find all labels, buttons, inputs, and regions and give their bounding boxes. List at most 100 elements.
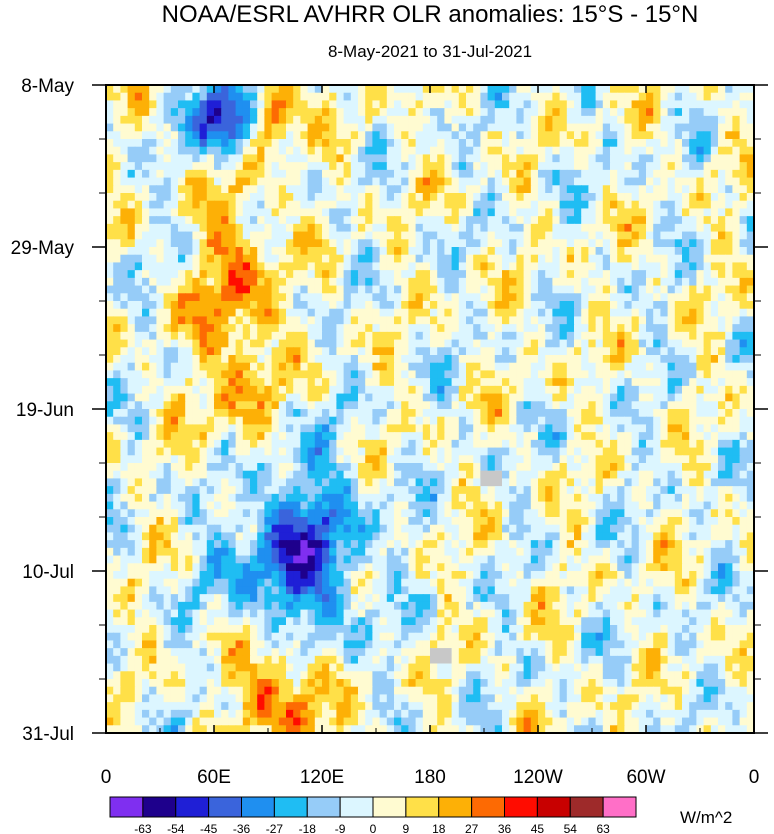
anomaly-cell [343, 85, 352, 94]
anomaly-cell [530, 401, 539, 410]
anomaly-cell [336, 216, 345, 225]
anomaly-cell [134, 324, 143, 333]
anomaly-cell [653, 370, 661, 379]
anomaly-cell [386, 355, 395, 364]
anomaly-cell [660, 169, 669, 179]
anomaly-cell [610, 331, 618, 341]
anomaly-cell [372, 254, 381, 264]
anomaly-cell [185, 100, 193, 109]
anomaly-cell [242, 146, 251, 156]
anomaly-cell [610, 470, 618, 480]
anomaly-cell [682, 463, 690, 472]
anomaly-cell [725, 262, 733, 271]
anomaly-cell [185, 470, 193, 480]
anomaly-cell [372, 92, 381, 102]
anomaly-cell [502, 185, 510, 194]
anomaly-cell [221, 131, 229, 140]
anomaly-cell [127, 447, 136, 456]
anomaly-cell [552, 162, 561, 171]
anomaly-cell [674, 362, 683, 372]
anomaly-cell [631, 493, 640, 503]
anomaly-cell [617, 154, 625, 163]
anomaly-cell [192, 439, 201, 449]
anomaly-cell [278, 208, 287, 217]
anomaly-cell [379, 193, 388, 202]
anomaly-cell [214, 401, 222, 410]
anomaly-cell [509, 92, 517, 102]
anomaly-cell [350, 401, 359, 410]
anomaly-cell [602, 347, 611, 356]
anomaly-cell [214, 409, 222, 418]
anomaly-cell [718, 92, 726, 102]
anomaly-cell [322, 355, 330, 364]
anomaly-cell [379, 92, 388, 102]
anomaly-cell [696, 231, 705, 240]
anomaly-cell [631, 139, 640, 148]
anomaly-cell [502, 177, 510, 186]
anomaly-cell [293, 401, 301, 410]
anomaly-cell [595, 92, 604, 102]
anomaly-cell [329, 339, 337, 348]
anomaly-cell [422, 432, 431, 441]
anomaly-cell [386, 131, 395, 140]
anomaly-cell [739, 409, 748, 418]
anomaly-cell [293, 385, 301, 395]
anomaly-cell [322, 254, 330, 264]
anomaly-cell [437, 370, 445, 379]
anomaly-cell [372, 324, 381, 333]
anomaly-cell [480, 285, 489, 294]
anomaly-cell [257, 393, 265, 402]
anomaly-cell [458, 146, 467, 156]
anomaly-cell [646, 285, 654, 294]
anomaly-cell [516, 193, 525, 202]
anomaly-cell [307, 416, 316, 426]
anomaly-cell [185, 432, 193, 441]
anomaly-cell [214, 108, 222, 117]
anomaly-cell [336, 223, 345, 233]
anomaly-cell [696, 108, 705, 117]
anomaly-cell [307, 493, 316, 503]
anomaly-cell [502, 301, 510, 310]
anomaly-cell [502, 439, 510, 449]
anomaly-cell [106, 123, 114, 132]
anomaly-cell [206, 424, 215, 433]
anomaly-cell [127, 262, 136, 271]
anomaly-cell [566, 324, 575, 333]
anomaly-cell [408, 123, 417, 132]
anomaly-cell [127, 362, 136, 372]
anomaly-cell [703, 108, 712, 117]
anomaly-cell [286, 455, 294, 464]
anomaly-cell [257, 301, 265, 310]
anomaly-cell [228, 331, 237, 341]
anomaly-cell [322, 463, 330, 472]
anomaly-cell [401, 316, 409, 325]
anomaly-cell [221, 154, 229, 163]
anomaly-cell [134, 200, 143, 210]
anomaly-cell [214, 463, 222, 472]
anomaly-cell [106, 115, 114, 125]
anomaly-cell [487, 169, 496, 179]
anomaly-cell [732, 362, 741, 372]
anomaly-cell [523, 146, 532, 156]
anomaly-cell [264, 378, 273, 387]
anomaly-cell [480, 401, 489, 410]
anomaly-cell [408, 463, 417, 472]
anomaly-cell [473, 470, 481, 480]
anomaly-cell [286, 424, 294, 433]
anomaly-cell [574, 208, 582, 217]
anomaly-cell [329, 139, 337, 148]
anomaly-cell [617, 447, 625, 456]
anomaly-cell [336, 432, 345, 441]
anomaly-cell [199, 324, 208, 333]
anomaly-cell [494, 254, 503, 264]
anomaly-cell [192, 324, 201, 333]
anomaly-cell [149, 162, 157, 171]
anomaly-cell [617, 385, 625, 395]
anomaly-cell [206, 154, 215, 163]
anomaly-cell [667, 401, 676, 410]
anomaly-cell [343, 432, 352, 441]
anomaly-cell [588, 193, 597, 202]
anomaly-cell [646, 247, 654, 256]
anomaly-cell [516, 285, 525, 294]
anomaly-cell [350, 169, 359, 179]
